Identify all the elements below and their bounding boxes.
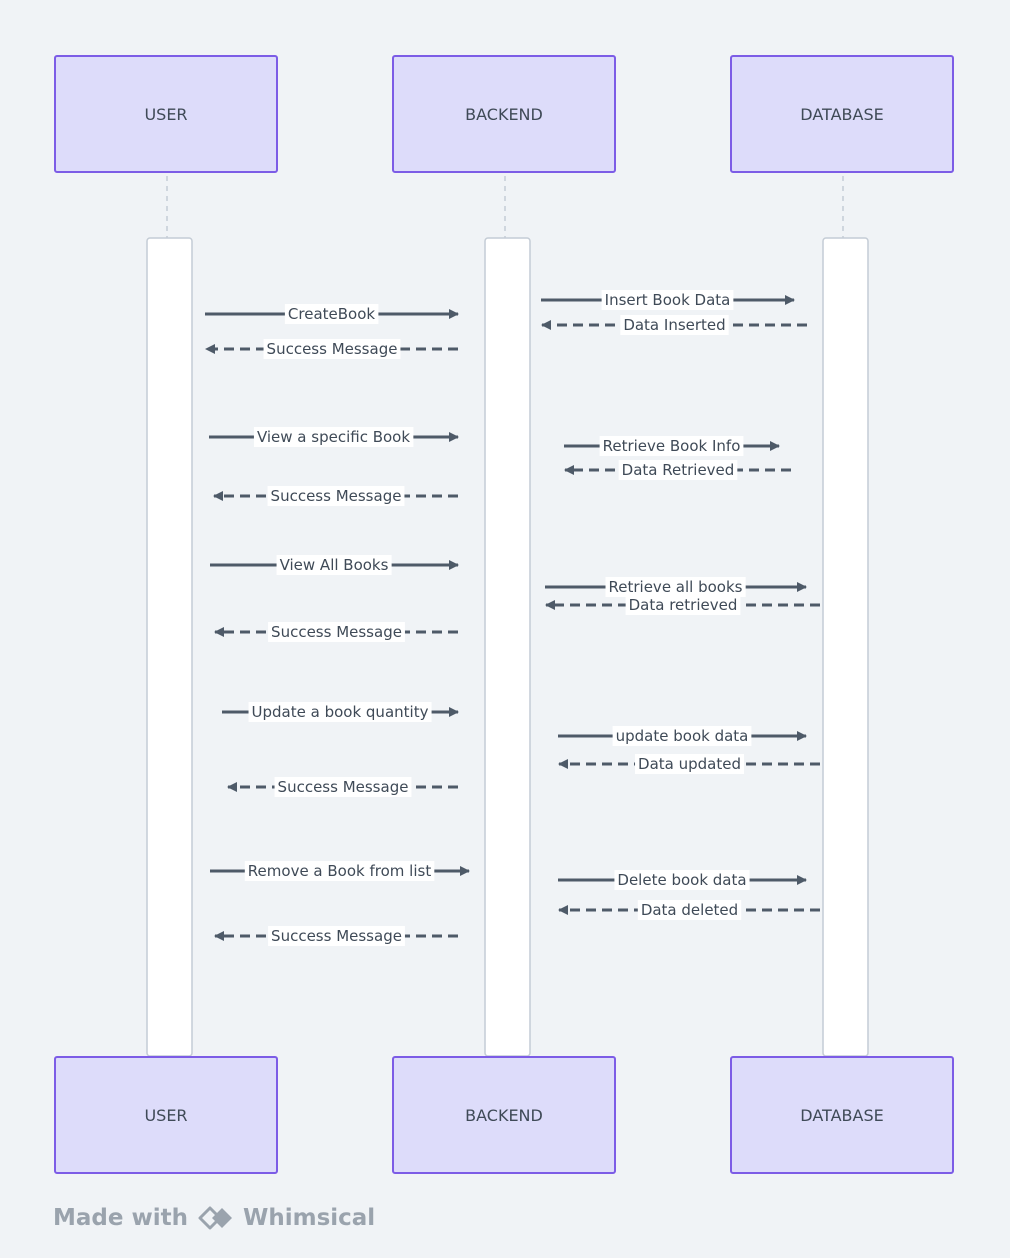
made-with-whimsical-footer[interactable]: Made with Whimsical	[53, 1200, 375, 1236]
message-label-bg-11	[268, 622, 405, 642]
message-label-4: View a specific Book	[257, 428, 410, 446]
message-label-bg-12	[248, 702, 432, 722]
message-label-5: Retrieve Book Info	[603, 437, 741, 455]
message-label-bg-8	[276, 555, 392, 575]
message-label-6: Data Retrieved	[622, 461, 735, 479]
activation-bar-user	[146, 237, 193, 1057]
message-label-2: Insert Book Data	[605, 291, 731, 309]
message-label-1: Success Message	[267, 340, 398, 358]
message-label-0: CreateBook	[288, 305, 375, 323]
message-label-3: Data Inserted	[623, 316, 725, 334]
actor-backend-label: BACKEND	[465, 1105, 543, 1125]
message-label-11: Success Message	[271, 623, 402, 641]
footer-brand: Whimsical	[242, 1205, 376, 1231]
message-label-bg-17	[614, 870, 750, 890]
message-label-bg-1	[263, 339, 401, 359]
message-label-bg-9	[605, 577, 746, 597]
message-label-bg-7	[267, 486, 405, 506]
actor-database-label: DATABASE	[800, 104, 884, 124]
message-label-19: Success Message	[271, 927, 402, 945]
actor-backend-top: BACKEND	[392, 55, 616, 173]
actor-database-label: DATABASE	[800, 1105, 884, 1125]
actor-database-top: DATABASE	[730, 55, 954, 173]
message-label-7: Success Message	[271, 487, 402, 505]
actor-user-label: USER	[144, 104, 188, 124]
actor-user-label: USER	[144, 1105, 188, 1125]
actor-backend-bottom: BACKEND	[392, 1056, 616, 1174]
message-label-bg-2	[601, 290, 734, 310]
message-label-10: Data retrieved	[629, 596, 738, 614]
message-label-8: View All Books	[280, 556, 389, 574]
message-label-bg-5	[599, 436, 744, 456]
message-label-bg-15	[274, 777, 412, 797]
whimsical-logo-icon	[197, 1204, 237, 1232]
message-label-bg-18	[637, 900, 742, 920]
actor-user-top: USER	[54, 55, 278, 173]
message-label-bg-16	[244, 861, 435, 881]
message-label-bg-0	[284, 304, 379, 324]
message-label-bg-14	[635, 754, 744, 774]
message-label-bg-10	[625, 595, 741, 615]
footer-prefix: Made with	[53, 1205, 188, 1231]
activation-bar-backend	[484, 237, 531, 1057]
activation-bar-database	[822, 237, 869, 1057]
message-label-bg-4	[253, 427, 414, 447]
actor-database-bottom: DATABASE	[730, 1056, 954, 1174]
actor-user-bottom: USER	[54, 1056, 278, 1174]
message-label-bg-3	[620, 315, 729, 335]
message-label-16: Remove a Book from list	[248, 862, 432, 880]
message-label-9: Retrieve all books	[609, 578, 743, 596]
message-label-18: Data deleted	[641, 901, 738, 919]
message-label-bg-13	[612, 726, 752, 746]
messages-layer: CreateBook Success Message Insert Book Dat…	[205, 290, 820, 946]
actor-backend-label: BACKEND	[465, 104, 543, 124]
message-label-14: Data updated	[638, 755, 741, 773]
message-label-bg-19	[268, 926, 405, 946]
message-label-bg-6	[618, 460, 738, 480]
message-label-12: Update a book quantity	[252, 703, 429, 721]
message-label-17: Delete book data	[617, 871, 746, 889]
message-label-15: Success Message	[278, 778, 409, 796]
message-label-13: update book data	[616, 727, 749, 745]
